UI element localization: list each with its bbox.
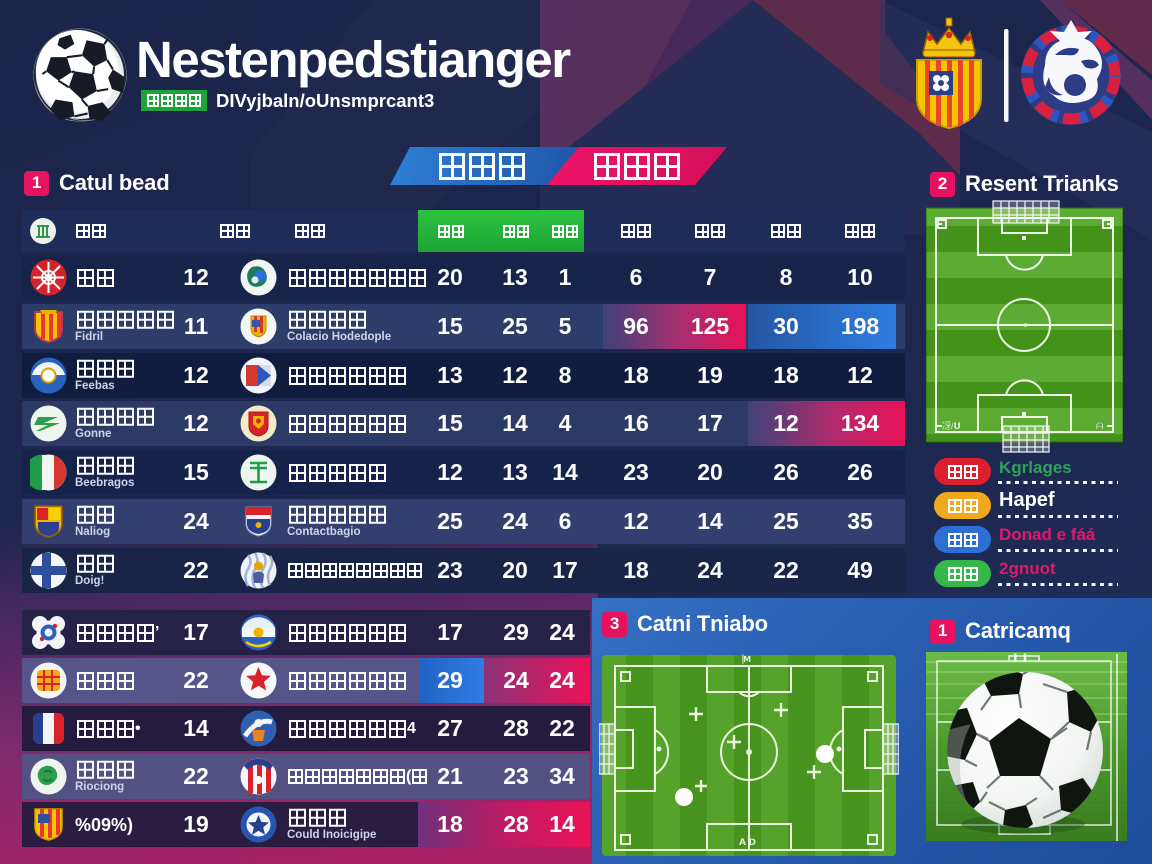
svg-text:▕𝗠: ▕𝗠 — [737, 654, 751, 664]
svg-text:ᗩ: ᗩ — [1096, 421, 1104, 431]
svg-text:𝗔 𝗗: 𝗔 𝗗 — [739, 837, 756, 847]
svg-text:冴/𝗨: 冴/𝗨 — [942, 421, 961, 431]
svg-text:▌·▐: ▌·▐ — [1014, 653, 1026, 663]
